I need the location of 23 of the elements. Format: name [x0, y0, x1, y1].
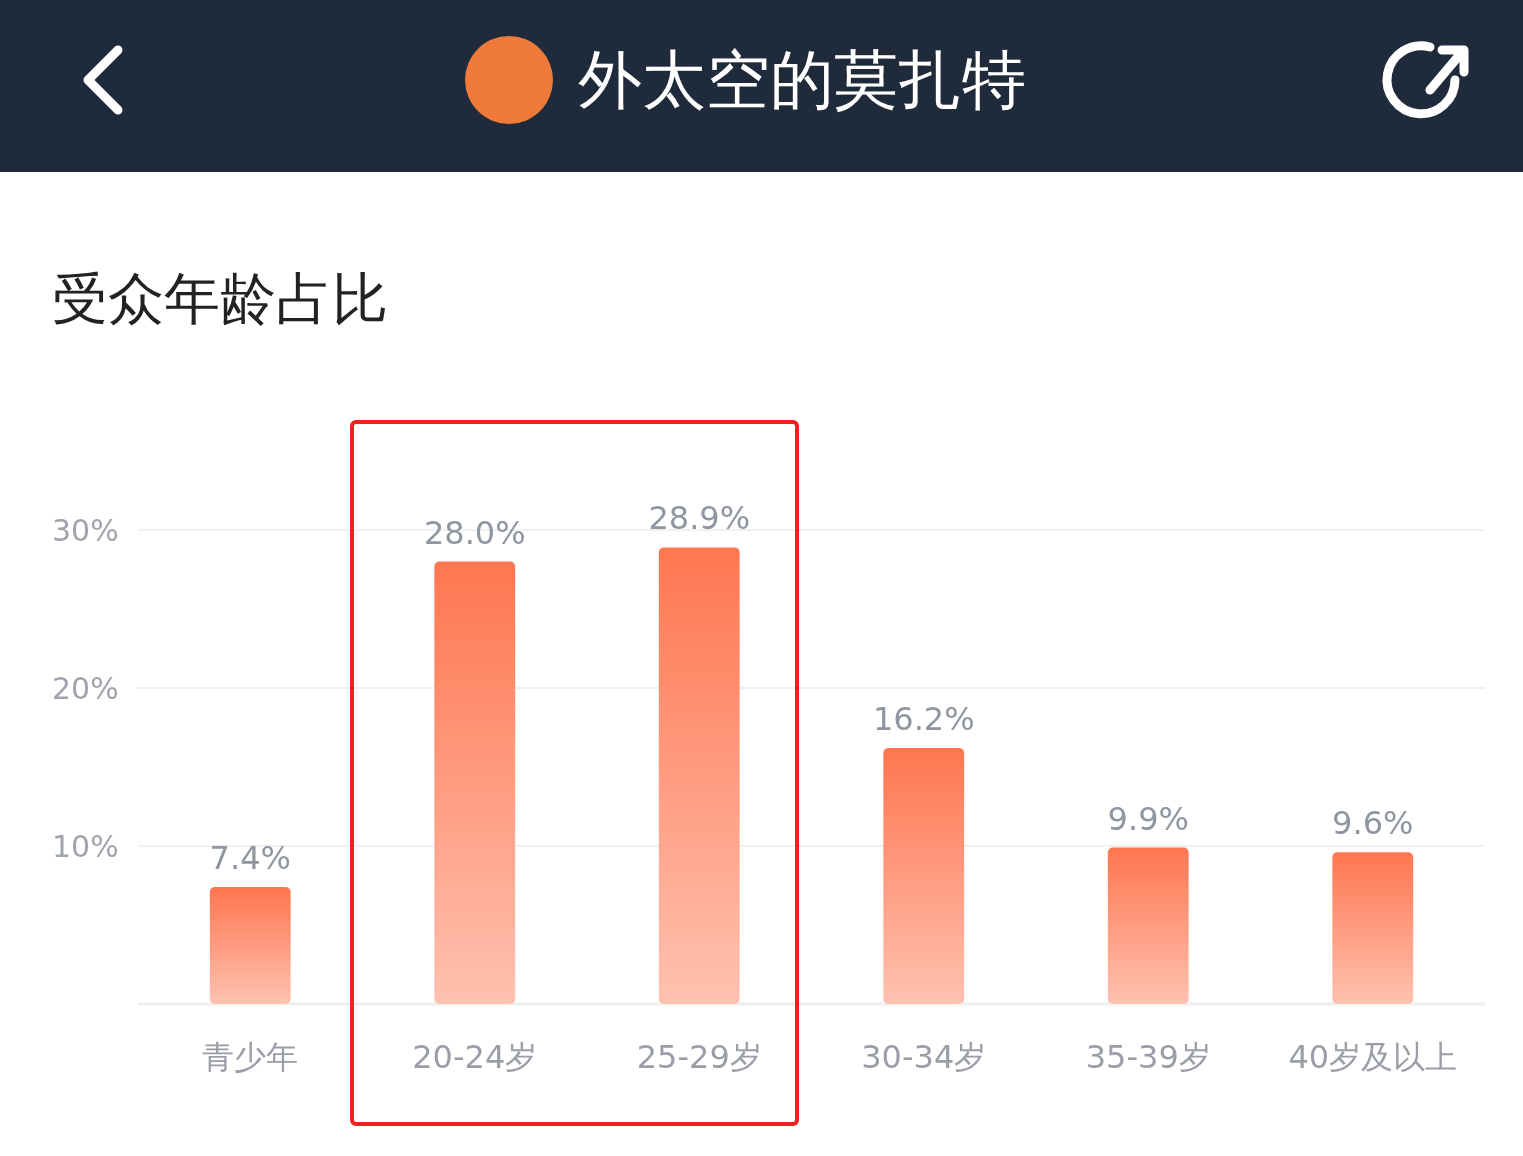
bar	[1332, 852, 1414, 1004]
bar	[1107, 847, 1189, 1004]
text: 外太空的莫扎特	[578, 43, 1026, 117]
bar	[883, 748, 965, 1004]
x-tick-label: 20-24岁	[412, 1038, 538, 1076]
y-tick-label: 30%	[52, 512, 119, 548]
bar	[658, 547, 740, 1004]
y-tick-label: 10%	[52, 828, 119, 864]
x-tick-label: 40岁及以上	[1288, 1038, 1458, 1076]
data-label: 9.9%	[1107, 799, 1189, 838]
x-tick-label: 35-39岁	[1085, 1038, 1211, 1076]
y-tick-label: 20%	[52, 670, 119, 706]
x-tick-label: 25-29岁	[636, 1038, 762, 1076]
data-label: 28.0%	[423, 513, 526, 552]
bar	[434, 561, 516, 1004]
x-tick-label: 青少年	[202, 1038, 299, 1076]
chart-title: 受众年龄占比	[52, 265, 388, 331]
data-label: 7.4%	[209, 839, 291, 878]
bar	[209, 887, 291, 1004]
data-label: 28.9%	[648, 499, 751, 538]
x-tick-label: 30-34岁	[861, 1038, 987, 1076]
data-label: 9.6%	[1332, 804, 1414, 843]
data-label: 16.2%	[872, 700, 975, 739]
